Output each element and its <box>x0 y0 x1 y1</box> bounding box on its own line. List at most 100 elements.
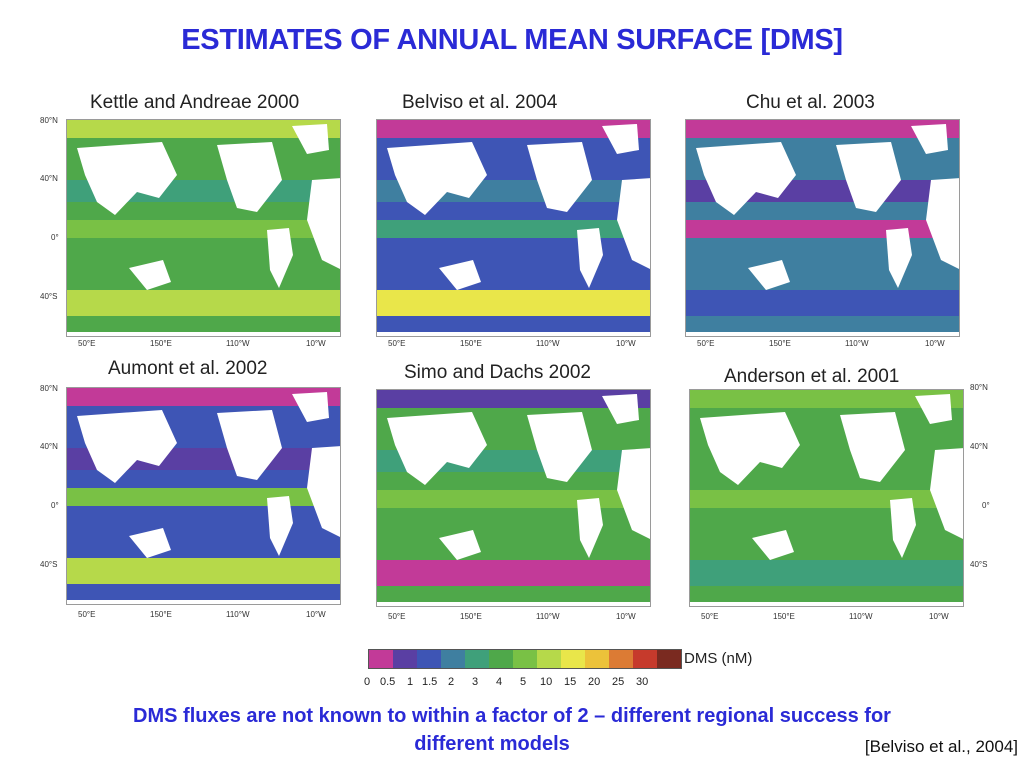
lat-tick-40n: 40°N <box>40 442 58 451</box>
lon-tick-10w: 10°W <box>306 339 326 348</box>
legend-tick: 0.5 <box>380 676 396 688</box>
land-mass <box>915 394 952 424</box>
legend-tick: 1.5 <box>422 676 438 688</box>
lon-tick-50e: 50°E <box>388 339 406 348</box>
equatorial-band <box>686 220 959 238</box>
map-belviso <box>376 119 651 337</box>
lat-tick-40n: 40°N <box>970 442 988 451</box>
arctic-band <box>377 120 650 138</box>
land-mass <box>911 124 948 154</box>
lat-tick-40s: 40°S <box>40 292 58 301</box>
lon-tick-110w: 110°W <box>849 612 873 621</box>
colorbar-swatch <box>369 650 393 668</box>
panel-title-belviso: Belviso et al. 2004 <box>402 92 558 113</box>
lon-tick-150e: 150°E <box>460 612 482 621</box>
dms-colorbar <box>368 649 682 669</box>
lon-tick-150e: 150°E <box>460 339 482 348</box>
land-mass <box>377 332 650 336</box>
lat-tick-0: 0° <box>51 501 59 510</box>
land-mass <box>77 142 177 215</box>
land-mass <box>67 600 340 604</box>
legend-tick: 1 <box>407 676 414 688</box>
legend-tick: 2 <box>448 676 455 688</box>
lat-tick-0: 0° <box>982 501 990 510</box>
land-mass <box>748 260 790 290</box>
land-mass <box>129 528 171 558</box>
southern-ocean-band <box>690 560 963 586</box>
colorbar-swatch <box>441 650 465 668</box>
land-mass <box>690 602 963 606</box>
lat-tick-80n: 80°N <box>40 384 58 393</box>
land-mass <box>602 124 639 154</box>
arctic-band <box>377 390 650 408</box>
lon-tick-50e: 50°E <box>701 612 719 621</box>
lat-tick-80n: 80°N <box>970 383 988 392</box>
lon-tick-110w: 110°W <box>845 339 869 348</box>
land-mass <box>577 228 603 288</box>
equatorial-band <box>377 220 650 238</box>
land-mass <box>267 228 293 288</box>
colorbar-swatch <box>609 650 633 668</box>
lon-tick-110w: 110°W <box>226 339 250 348</box>
map-kettle <box>66 119 341 337</box>
arctic-band <box>690 390 963 408</box>
colorbar-swatch <box>585 650 609 668</box>
land-mass <box>387 142 487 215</box>
arctic-band <box>686 120 959 138</box>
legend-tick: 10 <box>540 676 553 688</box>
panel-title-simo: Simo and Dachs 2002 <box>404 362 591 383</box>
lon-tick-50e: 50°E <box>697 339 715 348</box>
land-mass <box>836 142 901 212</box>
caption: DMS fluxes are not known to within a fac… <box>0 702 1024 758</box>
land-mass <box>840 412 905 482</box>
lon-tick-50e: 50°E <box>78 339 96 348</box>
land-mass <box>387 412 487 485</box>
lat-tick-0: 0° <box>51 233 59 242</box>
land-mass <box>377 602 650 606</box>
legend-title: DMS (nM) <box>684 650 753 667</box>
lat-tick-40s: 40°S <box>40 560 58 569</box>
legend-tick: 15 <box>564 676 577 688</box>
equatorial-band <box>377 490 650 508</box>
lat-tick-80n: 80°N <box>40 116 58 125</box>
land-mass <box>527 412 592 482</box>
lon-tick-150e: 150°E <box>150 610 172 619</box>
panel-title-chu: Chu et al. 2003 <box>746 92 875 113</box>
land-mass <box>77 410 177 483</box>
map-anderson <box>689 389 964 607</box>
lon-tick-50e: 50°E <box>78 610 96 619</box>
land-mass <box>752 530 794 560</box>
legend-tick: 4 <box>496 676 503 688</box>
land-mass <box>292 392 329 422</box>
caption-line-2: different models <box>414 733 570 755</box>
map-aumont <box>66 387 341 605</box>
citation: [Belviso et al., 2004] <box>864 737 1018 756</box>
colorbar-swatch <box>561 650 585 668</box>
land-mass <box>602 394 639 424</box>
colorbar-swatch <box>513 650 537 668</box>
lon-tick-50e: 50°E <box>388 612 406 621</box>
lon-tick-110w: 110°W <box>536 339 560 348</box>
lon-tick-10w: 10°W <box>925 339 945 348</box>
arctic-band <box>67 120 340 138</box>
land-mass <box>700 412 800 485</box>
colorbar-swatch <box>657 650 681 668</box>
panel-title-anderson: Anderson et al. 2001 <box>724 366 900 387</box>
lon-tick-150e: 150°E <box>769 339 791 348</box>
colorbar-swatch <box>393 650 417 668</box>
land-mass <box>930 448 963 539</box>
page-title: ESTIMATES OF ANNUAL MEAN SURFACE [DMS] <box>181 24 843 56</box>
southern-ocean-band <box>686 290 959 316</box>
arctic-band <box>67 388 340 406</box>
lon-tick-110w: 110°W <box>536 612 560 621</box>
southern-ocean-band <box>377 290 650 316</box>
land-mass <box>926 178 959 269</box>
colorbar-swatch <box>465 650 489 668</box>
equatorial-band <box>67 488 340 506</box>
land-mass <box>527 142 592 212</box>
lat-tick-40s: 40°S <box>970 560 988 569</box>
land-mass <box>267 496 293 556</box>
lon-tick-110w: 110°W <box>226 610 250 619</box>
legend-tick: 25 <box>612 676 625 688</box>
land-mass <box>696 142 796 215</box>
